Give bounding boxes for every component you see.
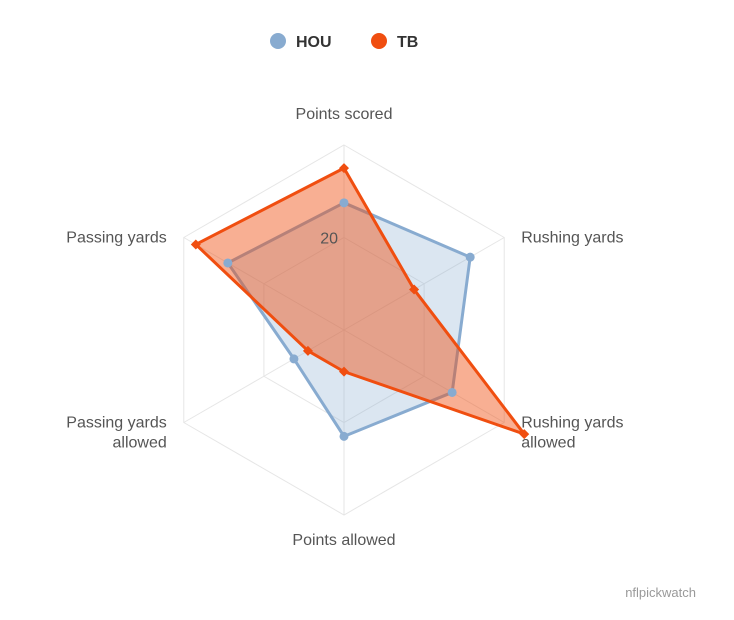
axis-spoke <box>183 237 345 331</box>
chart-grid <box>183 144 505 516</box>
data-point-tb[interactable] <box>409 284 420 295</box>
axis-label: Passing yards <box>66 230 167 247</box>
data-point-tb[interactable] <box>339 366 349 377</box>
axis-label: Rushing yards <box>521 230 623 247</box>
data-point-tb[interactable] <box>190 239 201 250</box>
legend-item-tb[interactable]: TB <box>371 33 418 51</box>
axis-labels: Points scored Rushing yards Rushing yards a… <box>66 106 623 549</box>
data-point-tb[interactable] <box>339 163 349 174</box>
axis-label: Points scored <box>296 106 393 123</box>
axis-label: Passing yards allowed <box>66 415 167 452</box>
series-markers <box>190 163 530 441</box>
tick-label: 20 <box>320 231 338 248</box>
legend-marker <box>270 33 286 49</box>
tick-labels: 20 <box>320 231 338 248</box>
data-point-tb[interactable] <box>519 429 530 440</box>
axis-spoke <box>343 237 505 331</box>
data-point-hou[interactable] <box>465 252 475 262</box>
legend-marker <box>371 33 387 49</box>
axis-label: Points allowed <box>292 532 395 549</box>
data-point-hou[interactable] <box>339 198 349 208</box>
axis-label: Rushing yards allowed <box>521 415 623 452</box>
credit-text[interactable]: nflpickwatch <box>625 585 696 600</box>
data-point-hou[interactable] <box>447 387 457 397</box>
legend-label: TB <box>397 34 418 51</box>
legend[interactable]: HOU TB <box>270 33 418 51</box>
data-point-hou[interactable] <box>339 431 349 441</box>
data-point-tb[interactable] <box>302 345 313 356</box>
data-point-hou[interactable] <box>223 258 233 268</box>
data-point-hou[interactable] <box>289 354 299 364</box>
axis-spoke <box>343 329 505 423</box>
legend-label: HOU <box>296 34 332 51</box>
axis-spoke <box>183 329 345 423</box>
legend-item-hou[interactable]: HOU <box>270 33 332 51</box>
series-areas <box>194 166 526 438</box>
